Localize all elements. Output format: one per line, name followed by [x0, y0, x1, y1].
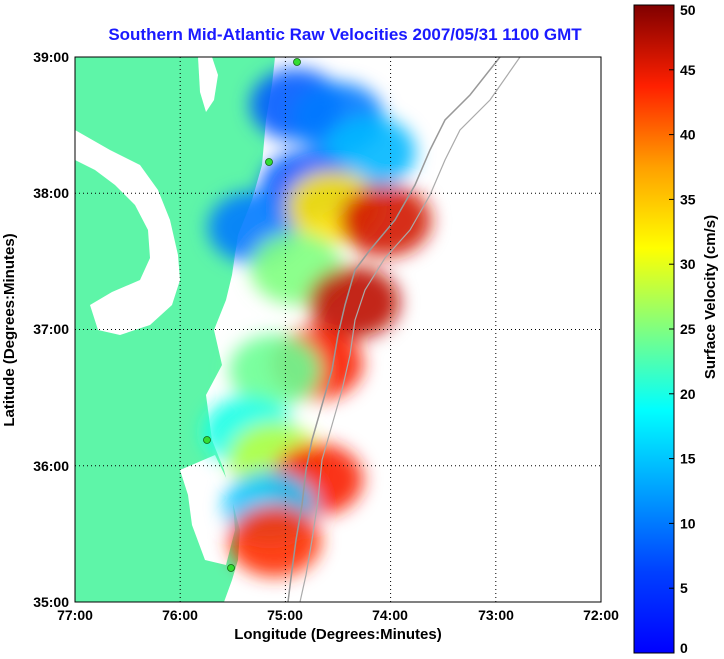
radar-site — [203, 436, 211, 444]
colorbar-tick-label: 0 — [680, 640, 688, 656]
x-tick-label: 75:00 — [267, 607, 303, 623]
y-tick-labels: 39:00 38:00 37:00 36:00 35:00 — [33, 49, 69, 610]
colorbar-tick-label: 20 — [680, 386, 696, 402]
colorbar-tick-label: 5 — [680, 580, 688, 596]
heat-layer — [202, 68, 432, 577]
bathymetry-contour — [287, 57, 501, 602]
colorbar-tick-label: 50 — [680, 2, 696, 18]
colorbar-tick-label: 35 — [680, 191, 696, 207]
radar-site — [293, 58, 301, 66]
x-tick-label: 77:00 — [57, 607, 93, 623]
grid-lines — [75, 57, 601, 602]
velocity-cell — [228, 334, 321, 407]
colorbar-tick-label: 30 — [680, 256, 696, 272]
velocity-cell — [307, 266, 400, 339]
chart-title: Southern Mid-Atlantic Raw Velocities 200… — [108, 25, 582, 44]
radar-site — [265, 158, 273, 166]
y-tick-label: 38:00 — [33, 185, 69, 201]
colorbar-tick-label: 25 — [680, 321, 696, 337]
y-tick-label: 39:00 — [33, 49, 69, 65]
y-tick-label: 36:00 — [33, 458, 69, 474]
colorbar-tick-label: 15 — [680, 451, 696, 467]
colorbar-ticks: 0 5 10 15 20 25 30 35 40 45 50 — [669, 2, 696, 656]
colorbar-label: Surface Velocity (cm/s) — [702, 215, 719, 379]
colorbar-tick-label: 45 — [680, 62, 696, 78]
plot-area — [75, 57, 601, 602]
x-tick-label: 72:00 — [583, 607, 619, 623]
x-tick-labels: 77:00 76:00 75:00 74:00 73:00 72:00 — [57, 607, 619, 623]
pamlico-sound — [180, 455, 235, 565]
radar-site — [227, 564, 235, 572]
y-axis-label: Latitude (Degrees:Minutes) — [1, 233, 18, 426]
plot-frame — [74, 56, 602, 603]
x-axis-label: Longitude (Degrees:Minutes) — [234, 626, 442, 643]
delaware-bay — [198, 57, 218, 112]
bathymetry-contour-deep — [299, 57, 521, 602]
x-tick-label: 73:00 — [478, 607, 514, 623]
x-tick-label: 76:00 — [162, 607, 198, 623]
velocity-cell — [339, 184, 432, 257]
y-tick-label: 35:00 — [33, 594, 69, 610]
chesapeake-bay — [75, 130, 180, 335]
colorbar-tick-label: 10 — [680, 515, 696, 531]
colorbar — [633, 4, 675, 654]
x-tick-label: 74:00 — [372, 607, 408, 623]
y-tick-label: 37:00 — [33, 321, 69, 337]
velocity-cell — [228, 504, 321, 577]
colorbar-tick-label: 40 — [680, 127, 696, 143]
